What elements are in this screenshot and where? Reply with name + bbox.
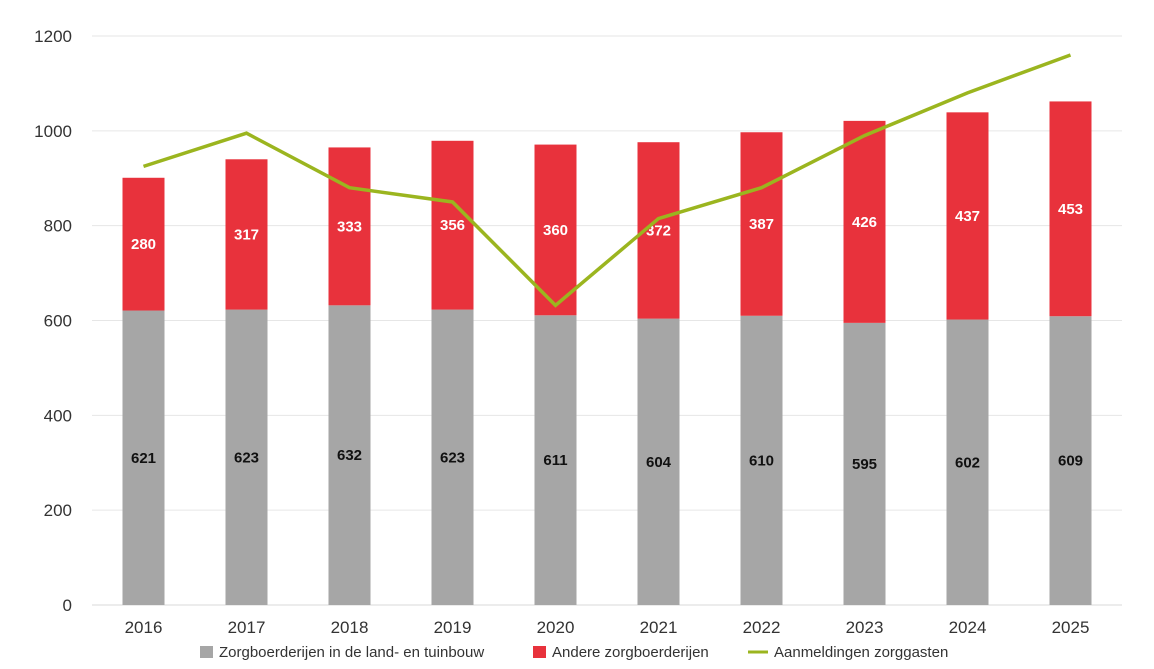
bar-value-label: 387 bbox=[749, 216, 774, 233]
bar-value-label: 609 bbox=[1058, 453, 1083, 470]
bar-value-label: 604 bbox=[646, 454, 672, 471]
x-tick-label: 2025 bbox=[1052, 618, 1090, 637]
y-tick-label: 200 bbox=[44, 501, 72, 520]
bar-segment bbox=[122, 177, 165, 311]
bar-value-label: 356 bbox=[440, 217, 465, 234]
bar-segment bbox=[740, 315, 783, 605]
bar-value-label: 623 bbox=[440, 449, 465, 466]
x-tick-label: 2021 bbox=[640, 618, 678, 637]
x-tick-label: 2018 bbox=[331, 618, 369, 637]
bars: 621 280 623 317 632 333 623 356 611 360 604 372 610 3… bbox=[122, 101, 1092, 605]
bar-value-label: 426 bbox=[852, 214, 877, 231]
bar-value-label: 621 bbox=[131, 450, 156, 467]
bar-value-label: 595 bbox=[852, 456, 877, 473]
y-axis: 0 200 400 600 800 1000 1200 bbox=[34, 27, 72, 615]
bar-segment bbox=[122, 310, 165, 605]
x-tick-label: 2019 bbox=[434, 618, 472, 637]
bar-segment bbox=[843, 322, 886, 605]
bar-value-label: 453 bbox=[1058, 201, 1083, 218]
x-tick-label: 2020 bbox=[537, 618, 575, 637]
x-tick-label: 2017 bbox=[228, 618, 266, 637]
bar-segment bbox=[946, 112, 989, 320]
bar-value-label: 611 bbox=[543, 452, 567, 469]
bar-value-label: 372 bbox=[646, 222, 671, 239]
legend-label: Andere zorgboerderijen bbox=[552, 644, 709, 661]
line-series-path bbox=[142, 53, 1072, 308]
bar-segment bbox=[431, 140, 474, 310]
bar-segment bbox=[225, 159, 268, 310]
bar-segment bbox=[843, 120, 886, 323]
bar-value-label: 632 bbox=[337, 447, 362, 464]
bar-segment bbox=[534, 144, 577, 316]
y-tick-label: 0 bbox=[63, 596, 72, 615]
x-tick-label: 2024 bbox=[949, 618, 987, 637]
bar-value-label: 280 bbox=[131, 236, 156, 253]
x-tick-label: 2022 bbox=[743, 618, 781, 637]
y-tick-label: 800 bbox=[44, 217, 72, 236]
bar-segment bbox=[225, 309, 268, 605]
bar-value-label: 623 bbox=[234, 449, 259, 466]
bar-segment bbox=[740, 132, 783, 316]
bar-segment bbox=[1049, 101, 1092, 317]
bar-segment bbox=[328, 147, 371, 306]
legend-swatch bbox=[200, 646, 213, 658]
bar-value-label: 602 bbox=[955, 454, 980, 471]
bar-segment bbox=[946, 319, 989, 605]
bar-segment bbox=[637, 318, 680, 605]
y-tick-label: 1000 bbox=[34, 122, 72, 141]
legend-swatch bbox=[533, 646, 546, 658]
y-tick-label: 400 bbox=[44, 406, 72, 425]
bar-segment bbox=[328, 305, 371, 605]
y-tick-label: 600 bbox=[44, 312, 72, 331]
legend-label: Aanmeldingen zorggasten bbox=[774, 644, 948, 661]
bar-value-label: 333 bbox=[337, 218, 362, 235]
x-tick-label: 2023 bbox=[846, 618, 884, 637]
x-tick-label: 2016 bbox=[125, 618, 163, 637]
bar-segment bbox=[431, 309, 474, 605]
bar-value-label: 610 bbox=[749, 452, 774, 469]
bar-value-label: 437 bbox=[955, 208, 980, 225]
bar-value-label: 360 bbox=[543, 222, 568, 239]
bar-segment bbox=[1049, 316, 1092, 605]
line-series bbox=[142, 53, 1072, 308]
legend-label: Zorgboerderijen in de land- en tuinbouw bbox=[219, 644, 484, 661]
x-axis: 2016 2017 2018 2019 2020 2021 2022 2023 2024 2025 bbox=[125, 618, 1090, 637]
y-tick-label: 1200 bbox=[34, 27, 72, 46]
legend: Zorgboerderijen in de land- en tuinbouw A… bbox=[200, 644, 948, 661]
bar-segment bbox=[534, 315, 577, 605]
bar-value-label: 317 bbox=[234, 226, 259, 243]
